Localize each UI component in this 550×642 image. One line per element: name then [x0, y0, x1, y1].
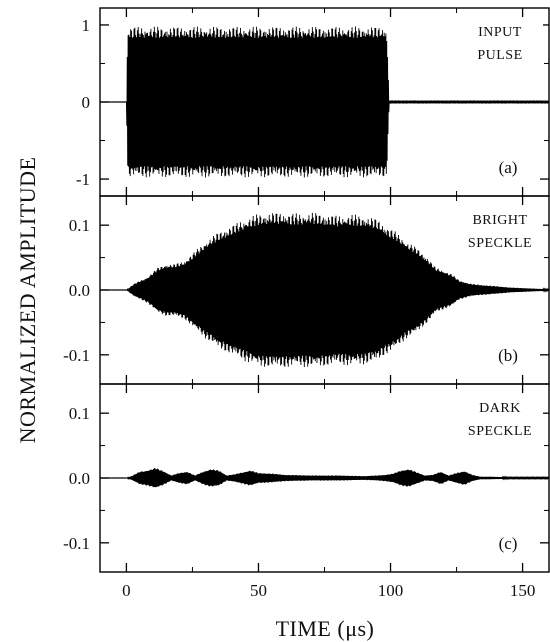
panel-annotation-c: DARK: [479, 401, 521, 416]
panel-letter-backing-c: [486, 530, 530, 554]
x-tick-label: 50: [250, 581, 267, 600]
panel-b: 0.1 0.0 -0.1 BRIGHT SPECKLE (b): [63, 195, 550, 385]
y-tick-label-a: 0: [82, 93, 91, 112]
y-tick-label-c: 0.1: [69, 404, 90, 423]
waveform-c: [126, 468, 549, 488]
x-tick-label: 100: [378, 581, 404, 600]
y-axis-title: NORMALIZED AMPLITUDE: [15, 157, 40, 444]
panel-letter-a: (a): [499, 158, 518, 177]
panel-letter-c: (c): [499, 534, 518, 553]
y-tick-label-b: 0.0: [69, 281, 90, 300]
y-tick-label-a: 1: [82, 16, 91, 35]
annotation-backing-b: [455, 210, 543, 229]
panel-letter-backing-b: [486, 342, 530, 366]
panel-letter-backing-a: [486, 154, 530, 178]
annotation-backing-a: [455, 45, 543, 64]
panel-annotation-b: SPECKLE: [468, 236, 532, 251]
y-tick-label-b: 0.1: [69, 216, 90, 235]
panels-group: 1 0 -1 INPUT PULSE (a) 0.1 0.0 -0.1 BRIGHT SPECKLE…: [63, 7, 550, 600]
panel-annotation-c: SPECKLE: [468, 424, 532, 439]
panel-a: 1 0 -1 INPUT PULSE (a): [76, 7, 550, 197]
y-tick-label-b: -0.1: [63, 346, 90, 365]
x-tick-label: 150: [510, 581, 536, 600]
y-tick-label-c: -0.1: [63, 534, 90, 553]
annotation-backing-b: [455, 233, 543, 252]
panel-c: 0.1 0.0 -0.1 DARK SPECKLE (c): [63, 383, 550, 573]
waveform-b: [126, 212, 549, 368]
panel-letter-b: (b): [498, 346, 518, 365]
y-tick-label-c: 0.0: [69, 469, 90, 488]
y-tick-label-a: -1: [76, 170, 90, 189]
x-axis-title: TIME (μs): [276, 616, 375, 641]
annotation-backing-a: [455, 22, 543, 41]
waveform-a: [125, 26, 549, 178]
annotation-backing-c: [455, 421, 543, 440]
panel-annotation-b: BRIGHT: [472, 213, 527, 228]
annotation-backing-c: [455, 398, 543, 417]
panel-annotation-a: INPUT: [478, 25, 522, 40]
x-tick-label: 0: [122, 581, 131, 600]
panel-annotation-a: PULSE: [477, 48, 522, 63]
